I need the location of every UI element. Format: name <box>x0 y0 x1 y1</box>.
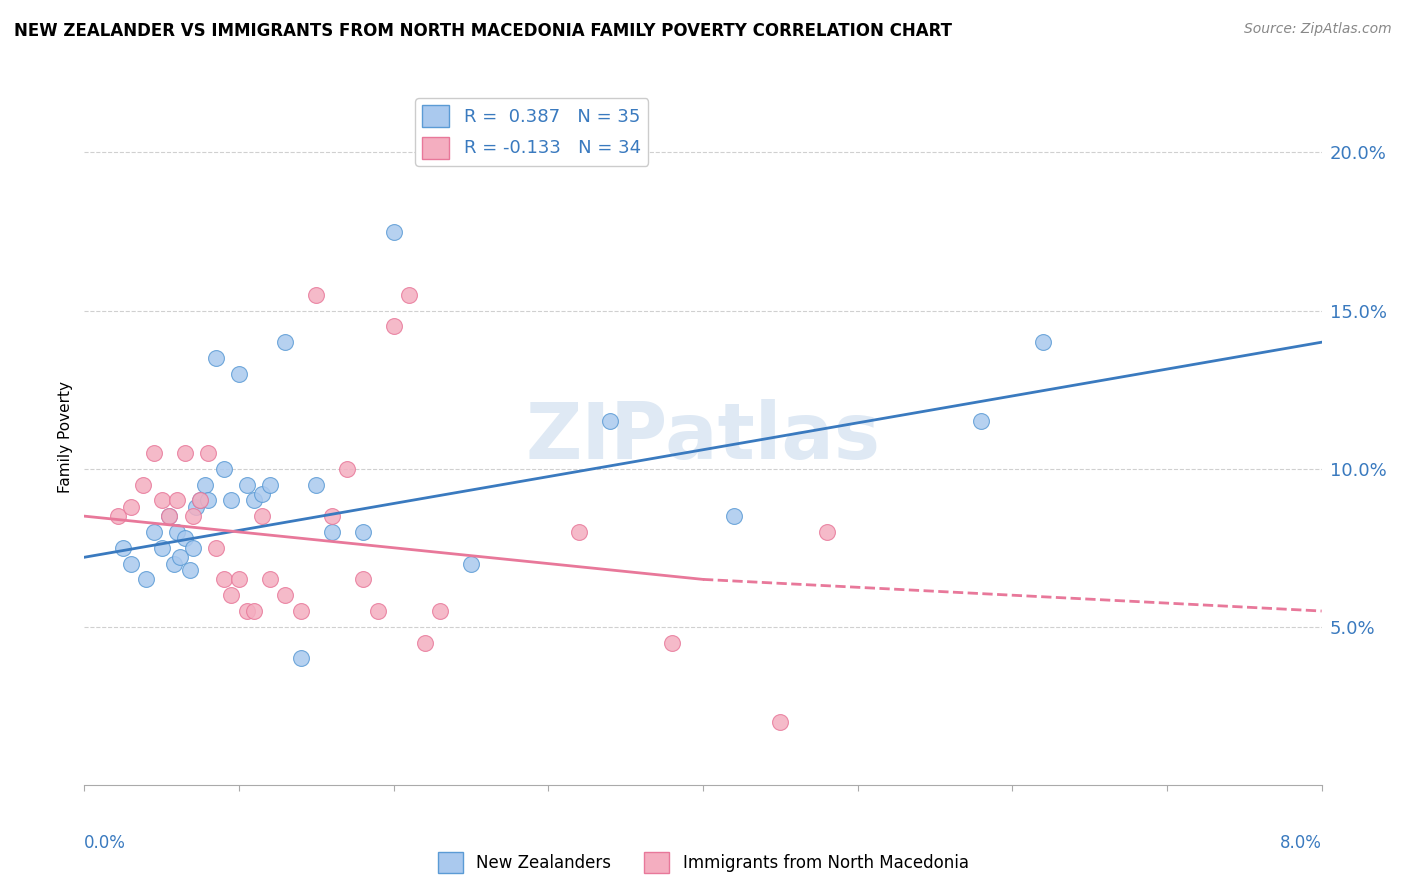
Point <box>460 557 482 571</box>
Text: ZIPatlas: ZIPatlas <box>526 399 880 475</box>
Point <box>163 557 186 571</box>
Point <box>143 446 166 460</box>
Point <box>970 414 993 428</box>
Point <box>274 588 297 602</box>
Point <box>290 651 312 665</box>
Point <box>259 573 281 587</box>
Point <box>413 635 436 649</box>
Point <box>259 477 281 491</box>
Text: 8.0%: 8.0% <box>1279 834 1322 852</box>
Point <box>661 635 683 649</box>
Point <box>188 493 212 508</box>
Point <box>212 461 235 475</box>
Point <box>112 541 135 555</box>
Point <box>815 524 838 539</box>
Point <box>188 493 212 508</box>
Point <box>135 573 157 587</box>
Point <box>305 477 328 491</box>
Point <box>769 714 792 729</box>
Point <box>107 509 129 524</box>
Point <box>181 509 204 524</box>
Point <box>382 319 405 334</box>
Point <box>568 524 591 539</box>
Point <box>181 541 204 555</box>
Point <box>382 225 405 239</box>
Point <box>228 573 250 587</box>
Y-axis label: Family Poverty: Family Poverty <box>58 381 73 493</box>
Point <box>398 287 420 301</box>
Point <box>367 604 389 618</box>
Point <box>305 287 328 301</box>
Text: NEW ZEALANDER VS IMMIGRANTS FROM NORTH MACEDONIA FAMILY POVERTY CORRELATION CHAR: NEW ZEALANDER VS IMMIGRANTS FROM NORTH M… <box>14 22 952 40</box>
Point <box>352 524 374 539</box>
Point <box>120 500 142 514</box>
Point <box>150 493 173 508</box>
Point <box>194 477 217 491</box>
Point <box>197 446 219 460</box>
Point <box>252 509 274 524</box>
Point <box>252 487 274 501</box>
Point <box>159 509 181 524</box>
Point <box>228 367 250 381</box>
Point <box>174 446 197 460</box>
Point <box>429 604 451 618</box>
Point <box>290 604 312 618</box>
Point <box>150 541 173 555</box>
Point <box>336 461 359 475</box>
Point <box>132 477 155 491</box>
Point <box>1032 335 1054 350</box>
Point <box>243 604 266 618</box>
Point <box>166 524 188 539</box>
Point <box>205 351 228 365</box>
Point <box>321 509 343 524</box>
Point <box>221 493 243 508</box>
Point <box>723 509 745 524</box>
Point <box>159 509 181 524</box>
Legend: R =  0.387   N = 35, R = -0.133   N = 34: R = 0.387 N = 35, R = -0.133 N = 34 <box>415 98 648 166</box>
Text: 0.0%: 0.0% <box>84 834 127 852</box>
Point <box>179 563 201 577</box>
Point <box>221 588 243 602</box>
Legend: New Zealanders, Immigrants from North Macedonia: New Zealanders, Immigrants from North Ma… <box>430 846 976 880</box>
Point <box>184 500 207 514</box>
Point <box>212 573 235 587</box>
Point <box>274 335 297 350</box>
Point <box>169 550 191 565</box>
Point <box>205 541 228 555</box>
Text: Source: ZipAtlas.com: Source: ZipAtlas.com <box>1244 22 1392 37</box>
Point <box>166 493 188 508</box>
Point <box>143 524 166 539</box>
Point <box>236 477 259 491</box>
Point <box>120 557 142 571</box>
Point <box>321 524 343 539</box>
Point <box>599 414 621 428</box>
Point <box>197 493 219 508</box>
Point <box>352 573 374 587</box>
Point <box>174 531 197 545</box>
Point <box>236 604 259 618</box>
Point <box>243 493 266 508</box>
